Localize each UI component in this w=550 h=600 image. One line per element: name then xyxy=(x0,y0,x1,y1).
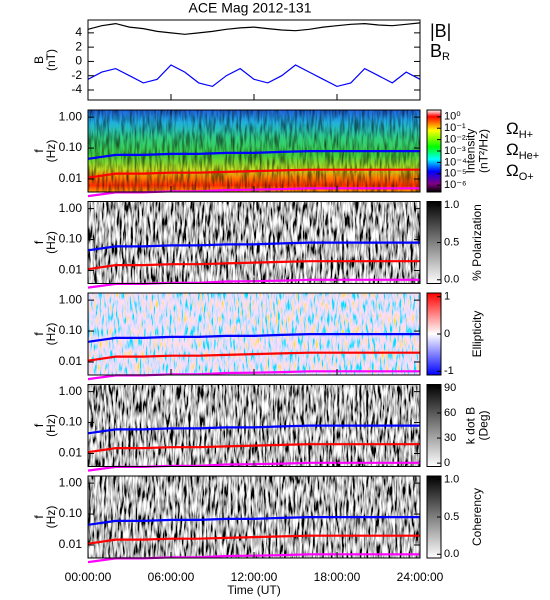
series-line xyxy=(87,443,420,454)
y-tick-label: 0.01 xyxy=(59,171,83,185)
colorbar-tick-label: 10⁻³ xyxy=(444,145,466,157)
legend-entry: BR xyxy=(430,41,450,63)
y-tick-label: 0.10 xyxy=(59,232,83,246)
colorbar-label: Coherency xyxy=(470,488,484,546)
colorbar-label: Ellipticity xyxy=(470,311,484,358)
colorbar-tick-label: 0.5 xyxy=(444,236,459,248)
colorbar-tick-label: 10⁻² xyxy=(444,134,466,146)
colorbar-tick-label: 10⁻⁵ xyxy=(444,168,467,180)
series-line xyxy=(87,351,420,362)
y-axis-label: (Hz) xyxy=(44,506,58,529)
y-axis-label: (Hz) xyxy=(44,231,58,254)
y-axis-label: (Hz) xyxy=(44,414,58,437)
y-tick-label: 0.01 xyxy=(59,263,83,277)
series-line xyxy=(87,260,420,271)
y-tick-label: 0.01 xyxy=(59,537,83,551)
colorbar-tick-label: 10⁻⁴ xyxy=(444,156,467,168)
colorbar-tick-label: 30 xyxy=(444,432,456,444)
colorbar-tick-label: 1.0 xyxy=(444,199,459,211)
x-axis-label: Time (UT) xyxy=(227,583,281,597)
y-tick-label: 1.00 xyxy=(59,384,83,398)
y-axis-label: f xyxy=(32,149,46,153)
plot-frame xyxy=(87,19,421,101)
series-line xyxy=(87,168,420,179)
colorbar-tick-label: 60 xyxy=(444,407,456,419)
legend-entry: ΩHe+ xyxy=(506,140,539,161)
legend-entry: ΩO+ xyxy=(506,161,534,182)
series-line xyxy=(87,333,420,343)
series-line xyxy=(87,64,421,88)
y-tick-label: 2 xyxy=(75,39,82,53)
series-line xyxy=(87,424,420,435)
y-tick-label: 0.10 xyxy=(59,140,83,154)
colorbar-tick-label: 0.5 xyxy=(444,511,459,523)
y-tick-label: 0.01 xyxy=(59,446,83,460)
y-axis-label: f xyxy=(32,515,46,519)
colorbar-tick-label: 0.0 xyxy=(444,548,459,560)
legend-entry: ΩH+ xyxy=(506,119,533,140)
colorbar xyxy=(426,384,442,467)
y-axis-label: f xyxy=(32,423,46,427)
y-tick-label: 1.00 xyxy=(59,475,83,489)
colorbar-tick-label: 0 xyxy=(444,328,450,340)
colorbar-tick-label: 10⁻⁶ xyxy=(444,179,467,191)
y-axis-label: B xyxy=(32,56,46,64)
colorbar-tick-label: 90 xyxy=(444,382,456,394)
series-line xyxy=(87,241,420,252)
colorbar-label: (nT²/Hz) xyxy=(477,129,491,173)
y-tick-label: 0.01 xyxy=(59,354,83,368)
y-tick-label: 1.00 xyxy=(59,292,83,306)
chart-title: ACE Mag 2012-131 xyxy=(189,0,312,16)
y-tick-label: 4 xyxy=(75,25,82,39)
x-tick-label: 12:00:00 xyxy=(231,570,278,584)
colorbar-tick-label: 0 xyxy=(444,457,450,469)
colorbar-tick-label: 1 xyxy=(444,291,450,303)
series-line xyxy=(87,22,421,35)
legend-entry: |B| xyxy=(430,21,451,41)
x-tick-label: 18:00:00 xyxy=(314,570,361,584)
y-tick-label: 0.10 xyxy=(59,506,83,520)
colorbar-label: % Polarization xyxy=(470,204,484,281)
y-axis-label: f xyxy=(32,332,46,336)
y-axis-label: f xyxy=(32,240,46,244)
series-line xyxy=(87,534,420,545)
y-tick-label: -2 xyxy=(71,68,82,82)
y-tick-label: 1.00 xyxy=(59,201,83,215)
x-tick-label: 24:00:00 xyxy=(397,570,444,584)
colorbar-tick-label: -1 xyxy=(444,365,454,377)
series-line xyxy=(87,516,420,526)
colorbar-tick-label: 0.0 xyxy=(444,274,459,286)
y-tick-label: 0.10 xyxy=(59,415,83,429)
y-tick-label: 0.10 xyxy=(59,323,83,337)
colorbar-tick-label: 1.0 xyxy=(444,474,459,486)
y-tick-label: -4 xyxy=(71,82,82,96)
colorbar-tick-label: 10⁰ xyxy=(444,111,461,123)
series-line xyxy=(87,150,420,160)
y-tick-label: 0 xyxy=(75,54,82,68)
y-axis-label: (Hz) xyxy=(44,323,58,346)
x-tick-label: 06:00:00 xyxy=(148,570,195,584)
colorbar-label: (Deg) xyxy=(477,410,491,440)
y-axis-label: (nT) xyxy=(44,49,58,71)
y-tick-label: 1.00 xyxy=(59,109,83,123)
colorbar-label: k dot B xyxy=(464,407,478,444)
x-tick-label: 00:00:00 xyxy=(65,570,112,584)
y-axis-label: (Hz) xyxy=(44,140,58,163)
colorbar-tick-label: 10⁻¹ xyxy=(444,122,466,134)
colorbar-label: Intensity xyxy=(464,129,478,174)
